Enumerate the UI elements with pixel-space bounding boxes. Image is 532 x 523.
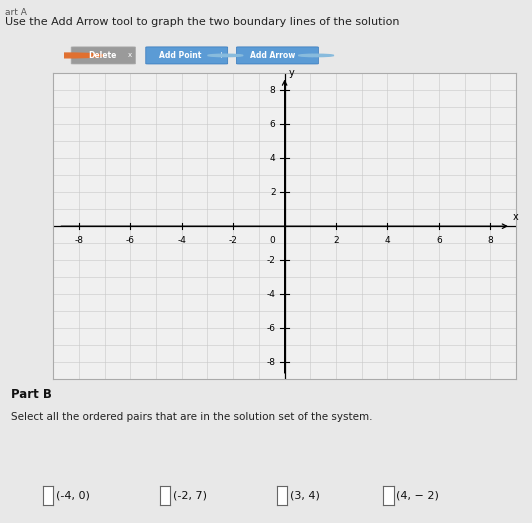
Text: 4: 4 (270, 154, 276, 163)
Text: Add Point: Add Point (159, 51, 201, 60)
Text: +: + (217, 51, 224, 60)
FancyBboxPatch shape (236, 47, 318, 64)
Text: -4: -4 (177, 235, 186, 245)
Text: Use the Add Arrow tool to graph the two boundary lines of the solution: Use the Add Arrow tool to graph the two … (5, 17, 400, 27)
Circle shape (298, 54, 334, 56)
Text: 2: 2 (333, 235, 339, 245)
Text: 8: 8 (270, 86, 276, 95)
Text: (-2, 7): (-2, 7) (173, 491, 207, 501)
Text: Select all the ordered pairs that are in the solution set of the system.: Select all the ordered pairs that are in… (11, 412, 372, 422)
Text: (3, 4): (3, 4) (290, 491, 320, 501)
Text: -8: -8 (267, 358, 276, 367)
Text: -6: -6 (267, 324, 276, 333)
Text: Delete: Delete (89, 51, 117, 60)
Text: 8: 8 (487, 235, 493, 245)
Text: →: → (306, 51, 313, 60)
Text: -8: -8 (74, 235, 84, 245)
Text: -2: -2 (229, 235, 238, 245)
Circle shape (33, 53, 103, 58)
Text: -2: -2 (267, 256, 276, 265)
FancyBboxPatch shape (146, 47, 228, 64)
Text: 2: 2 (270, 188, 276, 197)
Circle shape (208, 54, 243, 56)
Text: y: y (288, 68, 294, 78)
Text: -6: -6 (126, 235, 135, 245)
Text: Add Arrow: Add Arrow (250, 51, 295, 60)
Text: art A: art A (5, 8, 27, 17)
Text: -4: -4 (267, 290, 276, 299)
Text: 6: 6 (270, 120, 276, 129)
Text: x: x (128, 52, 132, 59)
Text: (4, − 2): (4, − 2) (396, 491, 439, 501)
Text: x: x (513, 212, 519, 222)
Text: 6: 6 (436, 235, 442, 245)
Text: 0: 0 (270, 235, 276, 245)
Text: Part B: Part B (11, 388, 52, 401)
Text: 4: 4 (385, 235, 390, 245)
Text: (-4, 0): (-4, 0) (56, 491, 90, 501)
FancyBboxPatch shape (71, 47, 136, 64)
